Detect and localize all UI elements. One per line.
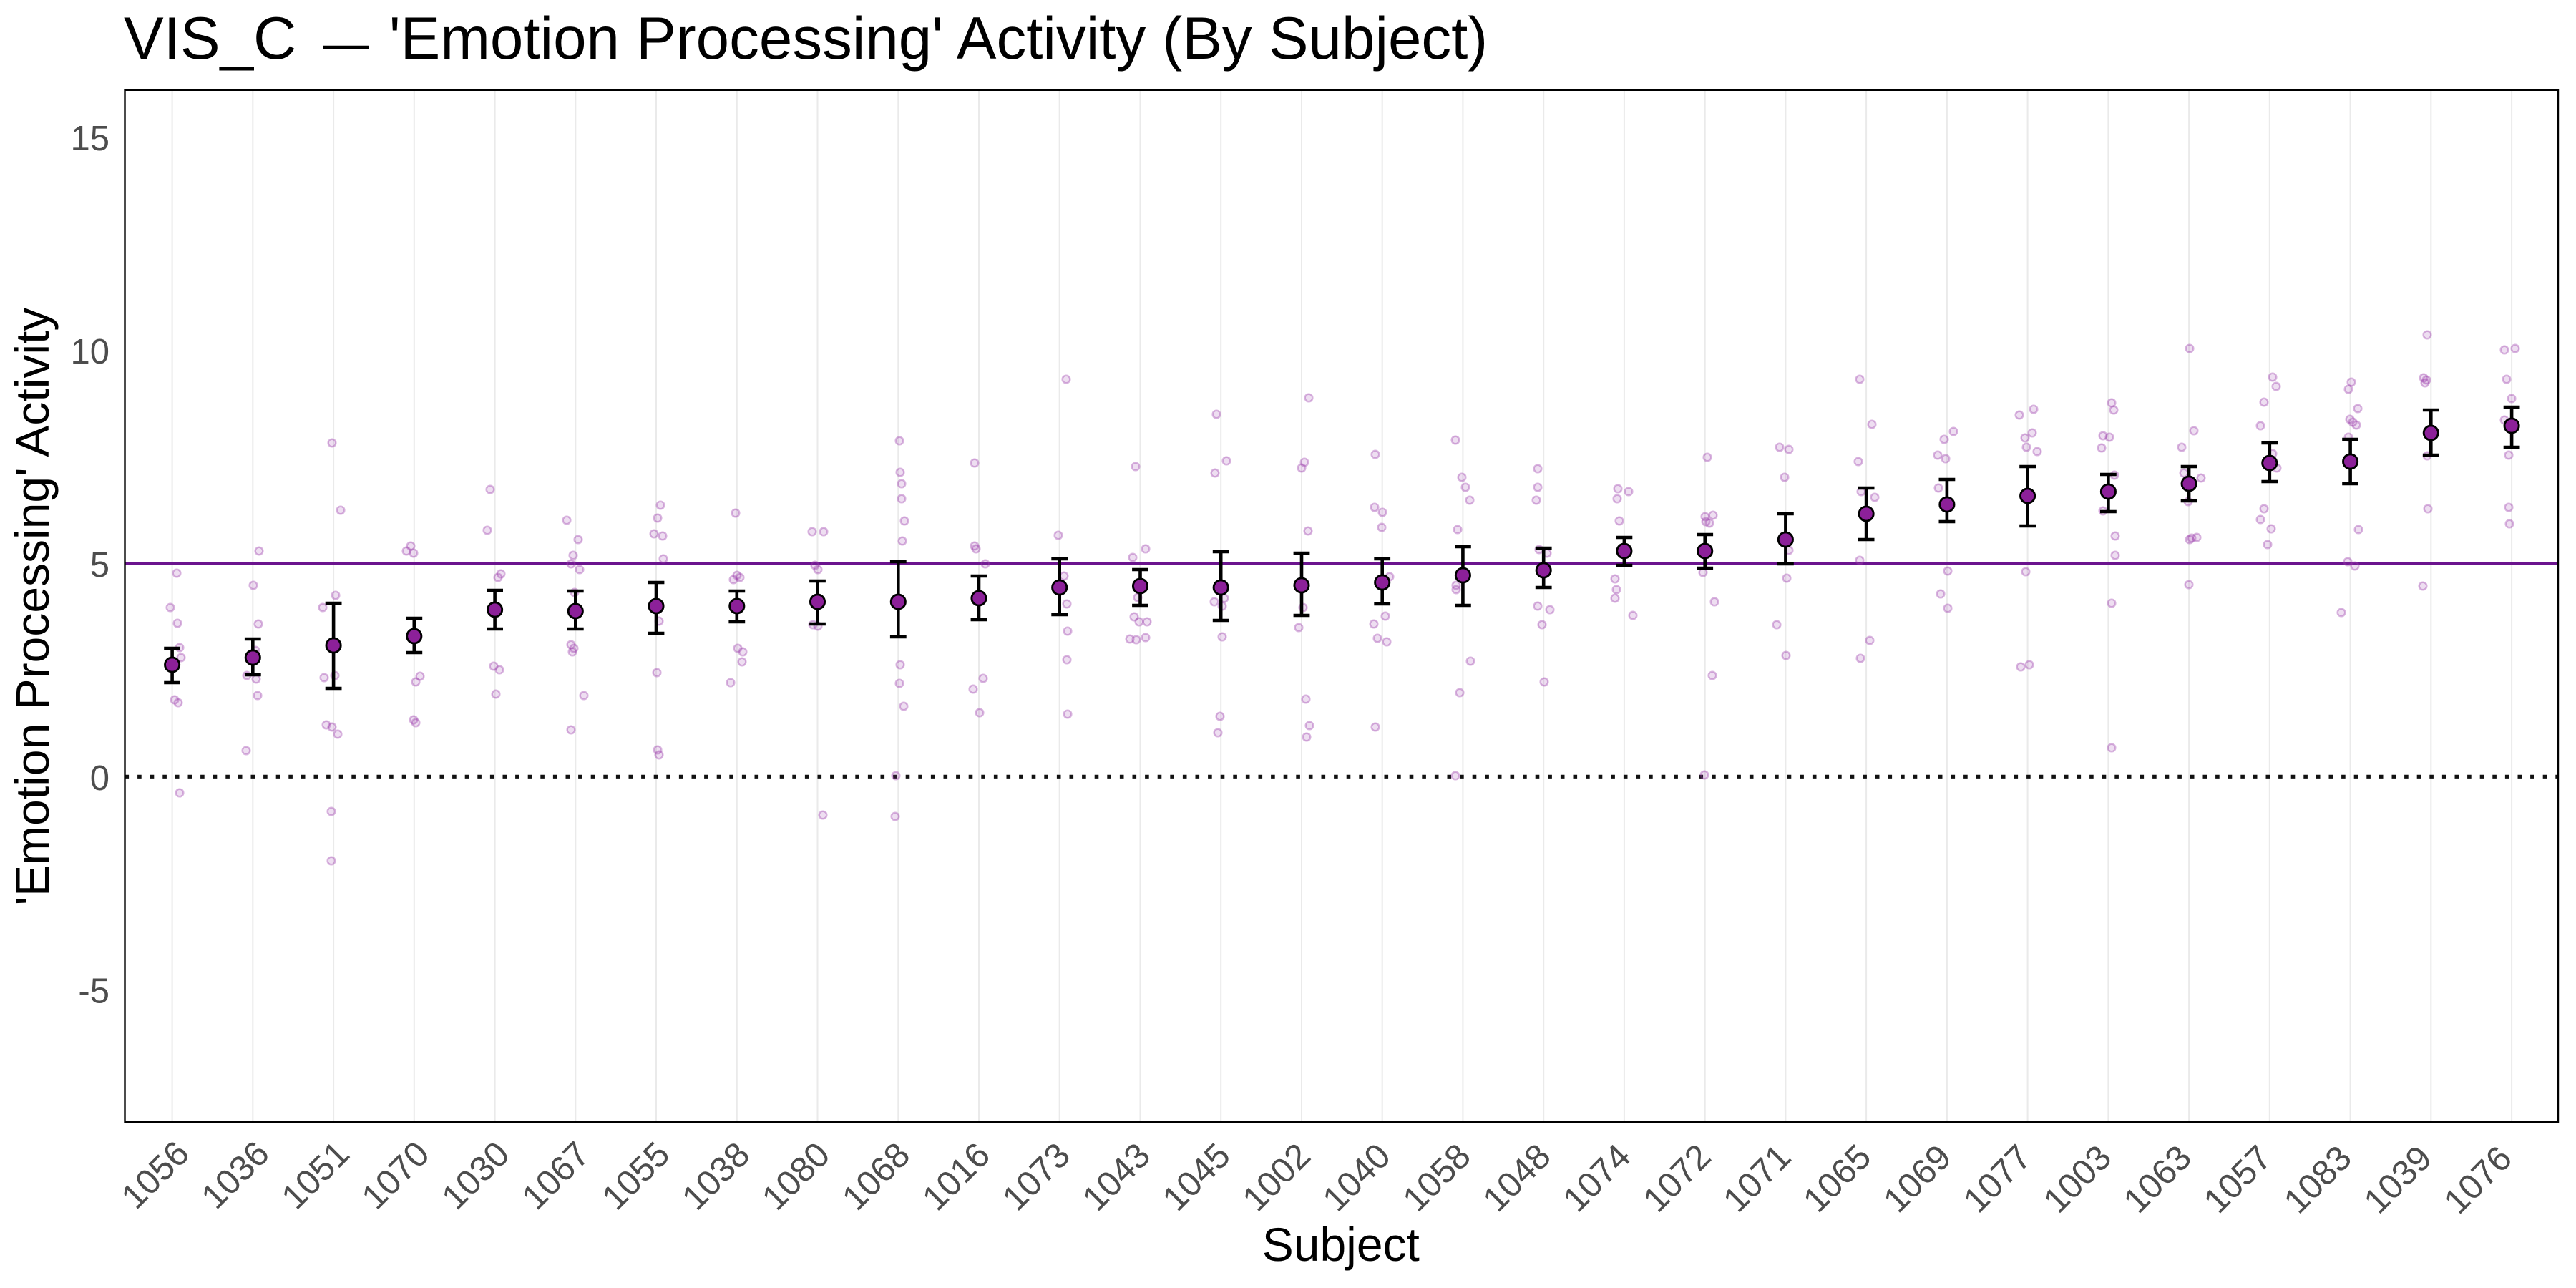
- svg-text:Subject: Subject: [1262, 1218, 1420, 1271]
- svg-text:-5: -5: [78, 972, 109, 1011]
- svg-text:5: 5: [90, 546, 109, 585]
- svg-text:VIS_C — 'Emotion Processing' A: VIS_C — 'Emotion Processing' Activity (B…: [124, 4, 1488, 72]
- svg-text:'Emotion Processing' Activity: 'Emotion Processing' Activity: [6, 308, 59, 906]
- svg-text:15: 15: [70, 119, 109, 158]
- svg-text:0: 0: [90, 759, 109, 798]
- svg-text:10: 10: [70, 333, 109, 371]
